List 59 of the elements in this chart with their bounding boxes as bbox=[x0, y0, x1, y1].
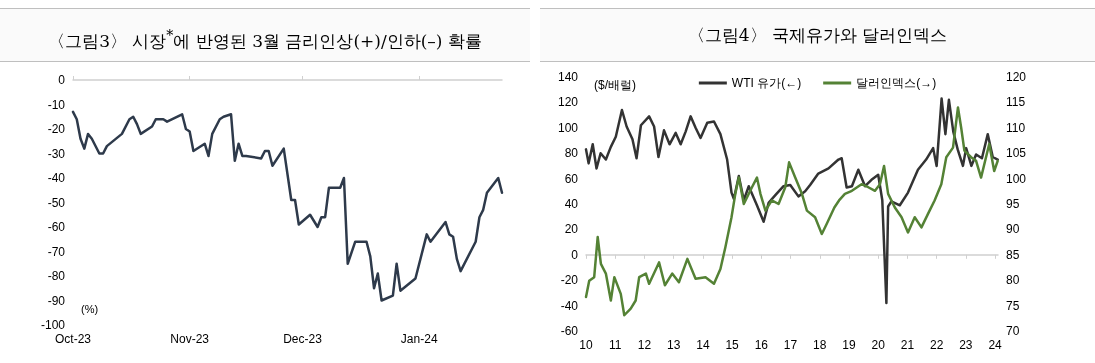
y2-tick-label: 90 bbox=[1006, 222, 1020, 237]
y2-tick-label: 80 bbox=[1006, 273, 1020, 288]
x-tick-label: 16 bbox=[754, 338, 769, 352]
legend-label: WTI 유가(←) bbox=[731, 76, 802, 90]
x-tick-label: 21 bbox=[900, 338, 915, 352]
x-tick-label: 15 bbox=[725, 338, 740, 352]
x-tick-label: 24 bbox=[988, 338, 1003, 352]
x-tick-label: 17 bbox=[783, 338, 798, 352]
y-tick-label: 20 bbox=[564, 222, 579, 237]
x-tick-label: 22 bbox=[929, 338, 944, 352]
y2-tick-label: 70 bbox=[1006, 324, 1020, 338]
x-tick-label: 10 bbox=[579, 338, 593, 352]
x-tick-label: 23 bbox=[959, 338, 973, 352]
y-tick-label: 120 bbox=[557, 95, 579, 110]
y2-tick-label: 115 bbox=[1006, 95, 1026, 110]
y2-tick-label: 120 bbox=[1006, 70, 1027, 84]
line-series bbox=[71, 110, 504, 302]
y-axis-title: ($/배럴) bbox=[594, 78, 636, 92]
y-tick-label: 40 bbox=[564, 197, 579, 211]
chart-title: 〈그림4〉 국제유가와 달러인덱스 bbox=[540, 8, 1095, 62]
y-tick-label: -20 bbox=[47, 122, 66, 136]
y-tick-label: 140 bbox=[557, 70, 579, 84]
legend-label: 달러인덱스(→) bbox=[856, 76, 937, 90]
y-tick-label: -70 bbox=[47, 244, 66, 259]
y2-tick-label: 85 bbox=[1006, 247, 1020, 262]
y-tick-label: 0 bbox=[58, 73, 66, 87]
x-tick-label: Oct-23 bbox=[54, 332, 92, 346]
y-tick-label: 0 bbox=[571, 247, 579, 262]
y2-tick-label: 95 bbox=[1006, 197, 1020, 211]
y-tick-label: 60 bbox=[564, 171, 579, 186]
y-tick-label: 80 bbox=[564, 146, 579, 161]
y2-tick-label: 110 bbox=[1006, 120, 1026, 135]
y-tick-label: -100 bbox=[40, 318, 66, 332]
x-tick-label: 14 bbox=[696, 338, 710, 352]
y-tick-label: -30 bbox=[47, 146, 66, 161]
y-tick-label: 100 bbox=[557, 120, 579, 135]
y2-tick-label: 100 bbox=[1006, 171, 1027, 186]
y2-tick-label: 105 bbox=[1006, 146, 1027, 161]
y-tick-label: -60 bbox=[47, 220, 66, 234]
x-tick-label: 13 bbox=[666, 338, 681, 352]
y-tick-label: -50 bbox=[47, 195, 66, 210]
y-tick-label: -10 bbox=[47, 97, 66, 112]
y-tick-label: -90 bbox=[47, 293, 66, 308]
x-tick-label: 12 bbox=[637, 338, 652, 352]
x-tick-label: 18 bbox=[813, 338, 827, 352]
x-tick-label: 20 bbox=[871, 338, 886, 352]
chart-title: 〈그림3〉 시장$^{*}$에 반영된 3월 금리인상(+)/인하(–) 확률 bbox=[0, 8, 530, 62]
x-tick-label: 11 bbox=[608, 338, 622, 352]
y2-tick-label: 75 bbox=[1006, 298, 1020, 313]
y-tick-label: -20 bbox=[560, 273, 579, 288]
y-tick-label: -40 bbox=[560, 298, 579, 313]
y-axis-title: (%) bbox=[81, 302, 99, 315]
x-tick-label: 19 bbox=[842, 338, 856, 352]
y-tick-label: -60 bbox=[560, 324, 579, 338]
y-tick-label: -40 bbox=[47, 171, 66, 185]
x-tick-label: Nov-23 bbox=[170, 332, 210, 346]
y-tick-label: -80 bbox=[47, 269, 66, 283]
x-tick-label: Jan-24 bbox=[400, 332, 438, 346]
x-tick-label: Dec-23 bbox=[283, 332, 323, 346]
